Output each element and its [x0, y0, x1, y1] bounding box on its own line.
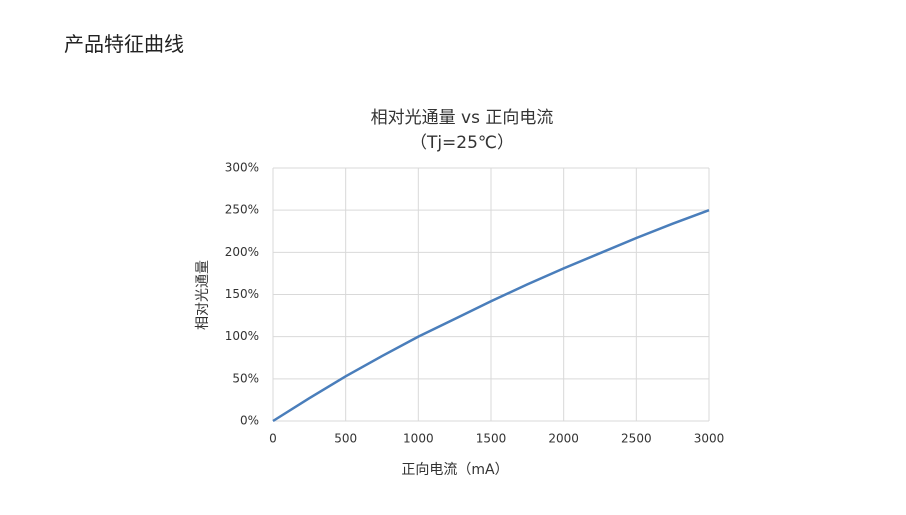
- x-tick-label: 1500: [476, 432, 507, 446]
- y-tick-label: 150%: [225, 287, 259, 301]
- y-tick-label: 300%: [225, 161, 259, 175]
- x-tick-label: 500: [334, 432, 357, 446]
- chart-title: 相对光通量 vs 正向电流: [371, 108, 554, 128]
- page-title: 产品特征曲线: [64, 32, 184, 56]
- x-tick-label: 2500: [621, 432, 652, 446]
- x-tick-label: 1000: [403, 432, 434, 446]
- data-line: [272, 208, 710, 423]
- chart-subtitle: （Tj=25℃）: [410, 133, 514, 153]
- x-axis-label: 正向电流（mA）: [401, 462, 508, 478]
- y-tick-label: 50%: [232, 371, 259, 385]
- x-tick-label: 3000: [694, 432, 725, 446]
- y-axis-label: 相对光通量: [195, 260, 211, 330]
- y-tick-label: 100%: [225, 329, 259, 343]
- x-tick-label: 2000: [548, 432, 579, 446]
- y-tick-label: 0%: [240, 414, 259, 428]
- y-tick-label: 250%: [225, 203, 259, 217]
- y-tick-label: 200%: [225, 245, 259, 259]
- x-tick-label: 0: [269, 432, 277, 446]
